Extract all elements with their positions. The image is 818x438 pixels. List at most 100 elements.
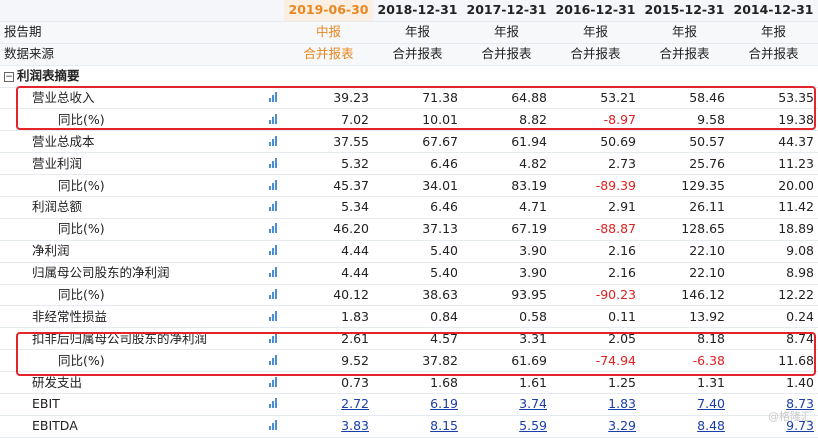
bar-chart-icon[interactable] xyxy=(269,420,277,431)
year-header[interactable]: 2019-06-30 xyxy=(284,0,373,22)
bar-chart-icon[interactable] xyxy=(269,179,277,190)
chart-cell[interactable] xyxy=(262,240,284,263)
value-text: 12.22 xyxy=(778,287,814,303)
value-text: 9.52 xyxy=(341,352,369,368)
value-link[interactable]: 3.29 xyxy=(608,418,636,434)
chart-cell[interactable] xyxy=(262,218,284,241)
value-cell: 129.35 xyxy=(640,174,729,198)
value-link[interactable]: 8.48 xyxy=(697,418,725,434)
bar-chart-icon[interactable] xyxy=(269,332,277,343)
value-link[interactable]: 8.15 xyxy=(430,418,458,434)
year-header[interactable]: 2016-12-31 xyxy=(551,0,640,22)
value-cell: 18.89 xyxy=(729,218,818,241)
bar-chart-icon[interactable] xyxy=(269,267,277,278)
bar-chart-icon[interactable] xyxy=(269,310,277,321)
value-cell: 2.91 xyxy=(551,196,640,219)
value-cell[interactable]: 8.48 xyxy=(640,415,729,438)
value-cell[interactable]: 8.15 xyxy=(373,415,462,438)
value-cell[interactable]: 2.72 xyxy=(284,393,373,416)
value-cell[interactable]: 3.83 xyxy=(284,415,373,438)
value-text: 1.61 xyxy=(519,374,547,390)
chart-cell[interactable] xyxy=(262,284,284,307)
value-text: 40.12 xyxy=(333,287,369,303)
value-cell: 2.73 xyxy=(551,152,640,176)
value-cell: -74.94 xyxy=(551,349,640,373)
collapse-icon[interactable]: − xyxy=(4,71,14,82)
value-cell[interactable]: 8.73 xyxy=(729,393,818,416)
value-cell: 9.52 xyxy=(284,349,373,373)
value-link[interactable]: 2.72 xyxy=(341,396,369,412)
chart-cell[interactable] xyxy=(262,415,284,438)
value-cell: 50.69 xyxy=(551,130,640,154)
value-text: 19.38 xyxy=(778,111,814,127)
bar-chart-icon[interactable] xyxy=(269,135,277,146)
value-text: -6.38 xyxy=(692,352,725,368)
value-link[interactable]: 1.83 xyxy=(608,396,636,412)
chart-cell[interactable] xyxy=(262,174,284,198)
bar-chart-icon[interactable] xyxy=(269,245,277,256)
bar-chart-icon[interactable] xyxy=(269,289,277,300)
value-text: 61.94 xyxy=(511,133,547,149)
value-text: 3.90 xyxy=(519,265,547,281)
chart-cell[interactable] xyxy=(262,87,284,110)
chart-cell[interactable] xyxy=(262,130,284,154)
bar-chart-icon[interactable] xyxy=(269,376,277,387)
row-label: 同比(%) xyxy=(0,174,262,198)
bar-chart-icon[interactable] xyxy=(269,354,277,365)
value-cell: 83.19 xyxy=(462,174,551,198)
bar-chart-icon[interactable] xyxy=(269,92,277,102)
row-label: 研发支出 xyxy=(0,371,262,395)
chart-cell[interactable] xyxy=(262,152,284,176)
chart-cell[interactable] xyxy=(262,108,284,132)
watermark: @格隆汇 xyxy=(768,410,812,423)
value-link[interactable]: 5.59 xyxy=(519,418,547,434)
bar-chart-icon[interactable] xyxy=(269,398,277,409)
value-cell: 4.71 xyxy=(462,196,551,219)
year-header[interactable]: 2014-12-31 xyxy=(729,0,818,22)
chart-cell[interactable] xyxy=(262,262,284,285)
year-header[interactable]: 2017-12-31 xyxy=(462,0,551,22)
value-cell[interactable]: 5.59 xyxy=(462,415,551,438)
value-text: 5.34 xyxy=(341,199,369,215)
value-cell: 4.82 xyxy=(462,152,551,176)
value-cell: 71.38 xyxy=(373,87,462,110)
chart-cell[interactable] xyxy=(262,349,284,373)
value-link[interactable]: 7.40 xyxy=(697,396,725,412)
chart-cell[interactable] xyxy=(262,327,284,351)
value-cell[interactable]: 1.83 xyxy=(551,393,640,416)
value-cell[interactable]: 3.29 xyxy=(551,415,640,438)
value-cell[interactable]: 7.40 xyxy=(640,393,729,416)
value-text: 67.67 xyxy=(422,133,458,149)
year-header-row: 2019-06-30 2018-12-31 2017-12-31 2016-12… xyxy=(0,0,818,22)
year-header[interactable]: 2018-12-31 xyxy=(373,0,462,22)
value-cell[interactable]: 6.19 xyxy=(373,393,462,416)
value-text: 50.57 xyxy=(689,133,725,149)
value-cell: 5.40 xyxy=(373,262,462,285)
bar-chart-icon[interactable] xyxy=(269,223,277,234)
value-link[interactable]: 9.73 xyxy=(786,418,814,434)
bar-chart-icon[interactable] xyxy=(269,157,277,168)
chart-cell[interactable] xyxy=(262,196,284,219)
chart-cell[interactable] xyxy=(262,393,284,416)
value-text: 7.02 xyxy=(341,111,369,127)
value-cell: 4.44 xyxy=(284,240,373,263)
value-link[interactable]: 3.74 xyxy=(519,396,547,412)
value-text: 58.46 xyxy=(689,90,725,105)
value-link[interactable]: 3.83 xyxy=(341,418,369,434)
table-row: 研发支出 0.73 1.68 1.61 1.25 1.31 1.40 xyxy=(0,371,818,395)
chart-cell[interactable] xyxy=(262,305,284,329)
year-header[interactable]: 2015-12-31 xyxy=(640,0,729,22)
bar-chart-icon[interactable] xyxy=(269,201,277,212)
value-cell[interactable]: 3.74 xyxy=(462,393,551,416)
chart-cell[interactable] xyxy=(262,371,284,395)
section-title-cell[interactable]: − 利润表摘要 xyxy=(0,65,818,88)
section-header-row[interactable]: − 利润表摘要 xyxy=(0,65,818,88)
value-cell: 9.58 xyxy=(640,108,729,132)
value-link[interactable]: 8.73 xyxy=(786,396,814,412)
value-link[interactable]: 6.19 xyxy=(430,396,458,412)
value-cell: 22.10 xyxy=(640,262,729,285)
value-text: 5.32 xyxy=(341,155,369,171)
value-text: 11.23 xyxy=(778,155,814,171)
bar-chart-icon[interactable] xyxy=(269,113,277,124)
value-text: 38.63 xyxy=(422,287,458,303)
